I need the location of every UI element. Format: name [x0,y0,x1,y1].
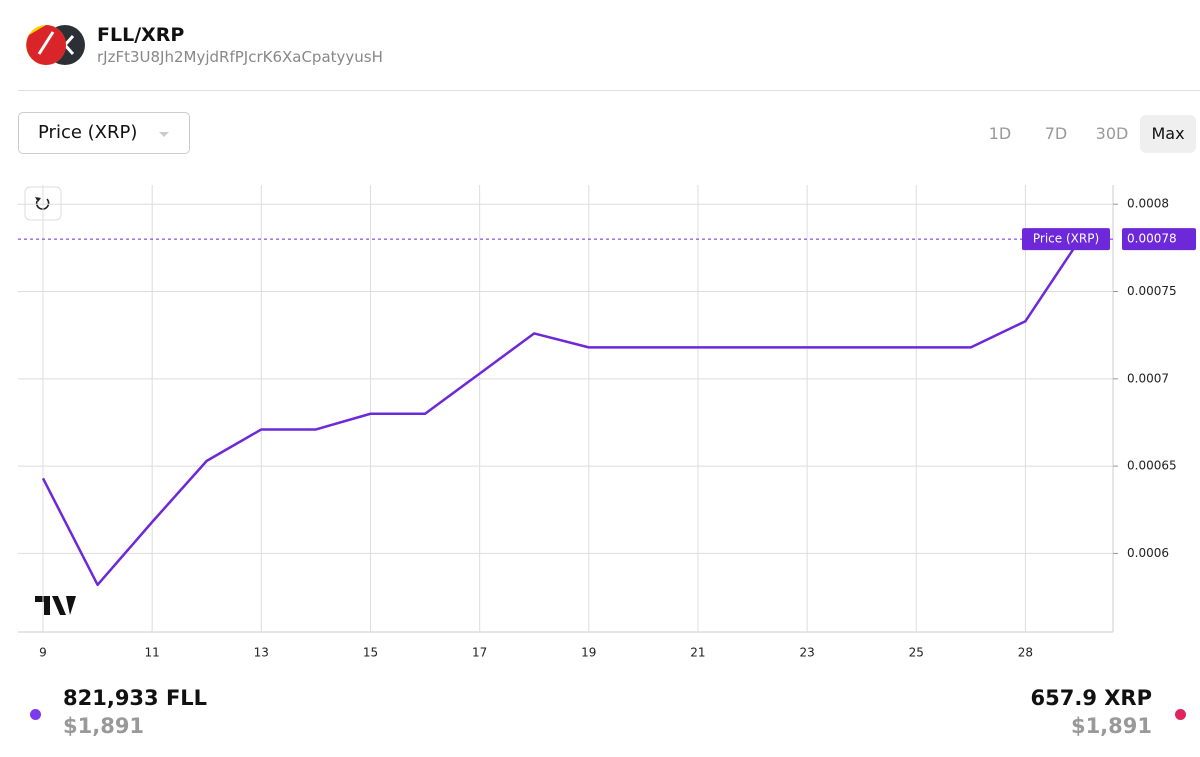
metric-dropdown[interactable]: Price (XRP) [18,112,190,154]
base-usd: $1,891 [63,714,145,738]
range-button[interactable]: 1D [988,124,1012,143]
x-tick-label: 17 [472,646,487,660]
x-tick-label: 15 [363,646,378,660]
price-line [41,238,1082,587]
quote-dot [1175,709,1186,720]
range-button[interactable]: 7D [1044,124,1068,143]
caret [159,132,169,142]
base-dot [30,709,41,720]
tradingview-logo [35,596,76,615]
series-tag-label: Price (XRP) [1033,232,1099,246]
token-address: rJzFt3U8Jh2MyjdRfPJcrK6XaCpatyyusH [97,48,383,66]
x-tick-label: 25 [909,646,924,660]
last-price-label: 0.00078 [1127,232,1177,246]
x-tick-label: 23 [799,646,814,660]
quote-amount: 657.9 XRP [1030,686,1153,710]
x-tick-label: 13 [254,646,269,660]
quote-usd: $1,891 [1070,714,1152,738]
x-tick-label: 28 [1018,646,1033,660]
pair-name: FLL/XRP [97,24,185,46]
series-tag [1022,228,1110,251]
range-button[interactable]: Max [1140,115,1196,153]
metric-label: Price (XRP) [38,122,138,143]
chart: 0.0006 0.00065 0.0007 0.00075 0.0008 9 11 13 15 1… [18,185,1196,660]
y-tick-label: 0.00065 [1127,459,1177,473]
divider [18,90,1200,91]
y-tick-label: 0.0006 [1127,546,1169,560]
x-tick-label: 21 [690,646,705,660]
y-tick-label: 0.00075 [1127,284,1177,298]
range-selector: 1D 7D 30D Max [972,115,1196,153]
x-tick-label: 19 [581,646,596,660]
x-tick-label: 11 [145,646,160,660]
range-button[interactable]: 30D [1095,124,1129,143]
reset-icon-arrow [35,197,41,202]
base-amount: 821,933 FLL [63,686,208,710]
last-price-tag [1122,228,1196,251]
y-tick-label: 0.0008 [1127,197,1169,211]
token-icons [26,25,85,65]
y-tick-label: 0.0007 [1127,371,1169,385]
x-tick-label: 9 [39,646,47,660]
